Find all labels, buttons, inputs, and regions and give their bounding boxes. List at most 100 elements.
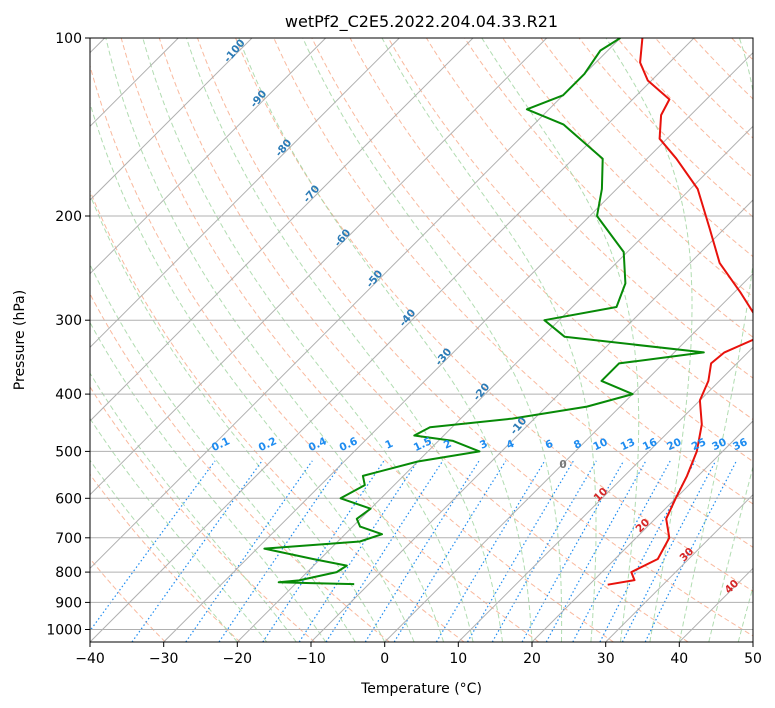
chart-title: wetPf2_C2E5.2022.204.04.33.R21 (285, 12, 558, 32)
mixing-ratio-label: 8 (572, 438, 584, 452)
mixing-ratio-line (644, 460, 738, 642)
mixing-ratio-line (466, 460, 575, 642)
dry-adiabat (90, 385, 316, 642)
mixing-ratio-line (435, 460, 546, 642)
moist-adiabat (105, 38, 445, 642)
isotherm-gridline (90, 38, 327, 275)
isotherm-gridline (605, 493, 753, 642)
x-tick-label: −20 (223, 651, 253, 667)
isotherm-gridline (531, 420, 753, 642)
moist-adiabat (481, 38, 640, 642)
mixing-ratio-line (298, 460, 419, 642)
x-tick-label: 40 (670, 651, 688, 667)
dry-adiabat (120, 38, 614, 642)
y-tick-label: 800 (55, 565, 82, 581)
moist-adiabat (381, 38, 597, 642)
mixing-ratio-line (131, 460, 263, 642)
skewed-isotherms (90, 38, 753, 642)
isotherm-gridline (384, 272, 753, 642)
y-tick-label: 900 (55, 595, 82, 611)
moist-adiabat (90, 263, 356, 642)
mixing-ratio-label: 3 (478, 438, 490, 452)
x-tick-label: 0 (380, 651, 389, 667)
mixing-ratio-label: 10 (591, 436, 609, 453)
mixing-ratio-line (393, 460, 507, 642)
x-axis-ticks: −40 −30 −20 −10 0 10 20 30 40 50 (75, 642, 762, 667)
moist-adiabat (605, 38, 693, 642)
grid-lines (90, 38, 753, 630)
y-tick-label: 100 (55, 31, 82, 47)
mixing-ratio-label: 20 (665, 436, 683, 453)
profile-lines (263, 38, 753, 586)
isotherm-gridline (90, 38, 474, 422)
mixing-ratio-label: 1 (383, 438, 395, 452)
y-axis-label: Pressure (hPa) (12, 290, 28, 390)
isotherm-gridline (90, 38, 400, 349)
moist-adiabat (186, 38, 503, 642)
x-tick-label: 10 (449, 651, 467, 667)
mixing-ratio-label: 4 (505, 438, 517, 452)
mixing-ratio-line (621, 460, 717, 642)
y-tick-label: 400 (55, 387, 82, 403)
y-tick-label: 1000 (46, 623, 82, 639)
dry-adiabat (90, 292, 390, 642)
isotherm-gridline (90, 38, 548, 496)
dry-adiabat (90, 189, 465, 642)
moist-adiabat (737, 585, 753, 642)
moist-adiabat (302, 38, 563, 642)
mixing-ratio-line (262, 460, 385, 642)
moist-adiabat (678, 38, 753, 642)
x-tick-label: −10 (296, 651, 326, 667)
dry-adiabat (90, 473, 241, 642)
mixing-ratio-label: 36 (731, 436, 749, 453)
mixing-ratio-label: 16 (641, 436, 659, 453)
mixing-ratio-line (491, 460, 597, 642)
y-tick-label: 600 (55, 491, 82, 507)
dry-adiabat (90, 63, 540, 642)
x-tick-label: 30 (597, 651, 615, 667)
moist-adiabat (90, 321, 327, 642)
mixing-ratio-label: 13 (619, 436, 637, 453)
mixing-ratio-label: 6 (543, 438, 555, 452)
x-tick-label: −30 (149, 651, 179, 667)
mixing-ratio-line (521, 460, 625, 642)
moist-adiabats (90, 38, 753, 642)
x-tick-label: −40 (75, 651, 105, 667)
isotherm-gridline (163, 51, 753, 642)
moist-adiabat (238, 38, 533, 642)
isotherm-gridline (90, 38, 695, 642)
moist-adiabat (90, 193, 386, 642)
x-axis-label: Temperature (°C) (360, 681, 482, 697)
dry-adiabat (235, 38, 753, 592)
dry-adiabat (578, 38, 753, 218)
mixing-ratio-line (218, 460, 344, 642)
moist-adiabat (708, 465, 753, 642)
isotherm-gridline (90, 38, 253, 201)
zero-label: 0 (559, 459, 566, 471)
x-tick-label: 20 (523, 651, 541, 667)
y-axis-ticks: 1000 900 800 700 600 500 400 300 200 100 (46, 31, 90, 639)
isotherm-gridline (457, 346, 753, 642)
x-tick-label: 50 (744, 651, 762, 667)
y-tick-label: 700 (55, 531, 82, 547)
dewpoint-line (263, 38, 705, 586)
isotherm-gridline (310, 199, 753, 642)
moist-adiabat (142, 38, 474, 642)
mixing-ratio-label: 2 (442, 438, 454, 452)
dry-adiabat (158, 38, 689, 642)
dry-adiabat (425, 38, 753, 379)
plot-frame (89, 37, 754, 643)
moist-adiabat (90, 417, 268, 642)
mixing-ratio-label: 25 (690, 436, 708, 453)
isotherm-gridline (236, 125, 753, 642)
mixing-ratio-lines (90, 460, 738, 642)
mixing-ratio-line (545, 460, 647, 642)
dry-adiabat (273, 38, 753, 548)
temperature-line (607, 38, 753, 586)
y-tick-label: 500 (55, 444, 82, 460)
mixing-ratio-label: 30 (710, 436, 728, 453)
mixing-ratio-line (90, 460, 216, 632)
y-tick-label: 300 (55, 313, 82, 329)
y-tick-label: 200 (55, 209, 82, 225)
